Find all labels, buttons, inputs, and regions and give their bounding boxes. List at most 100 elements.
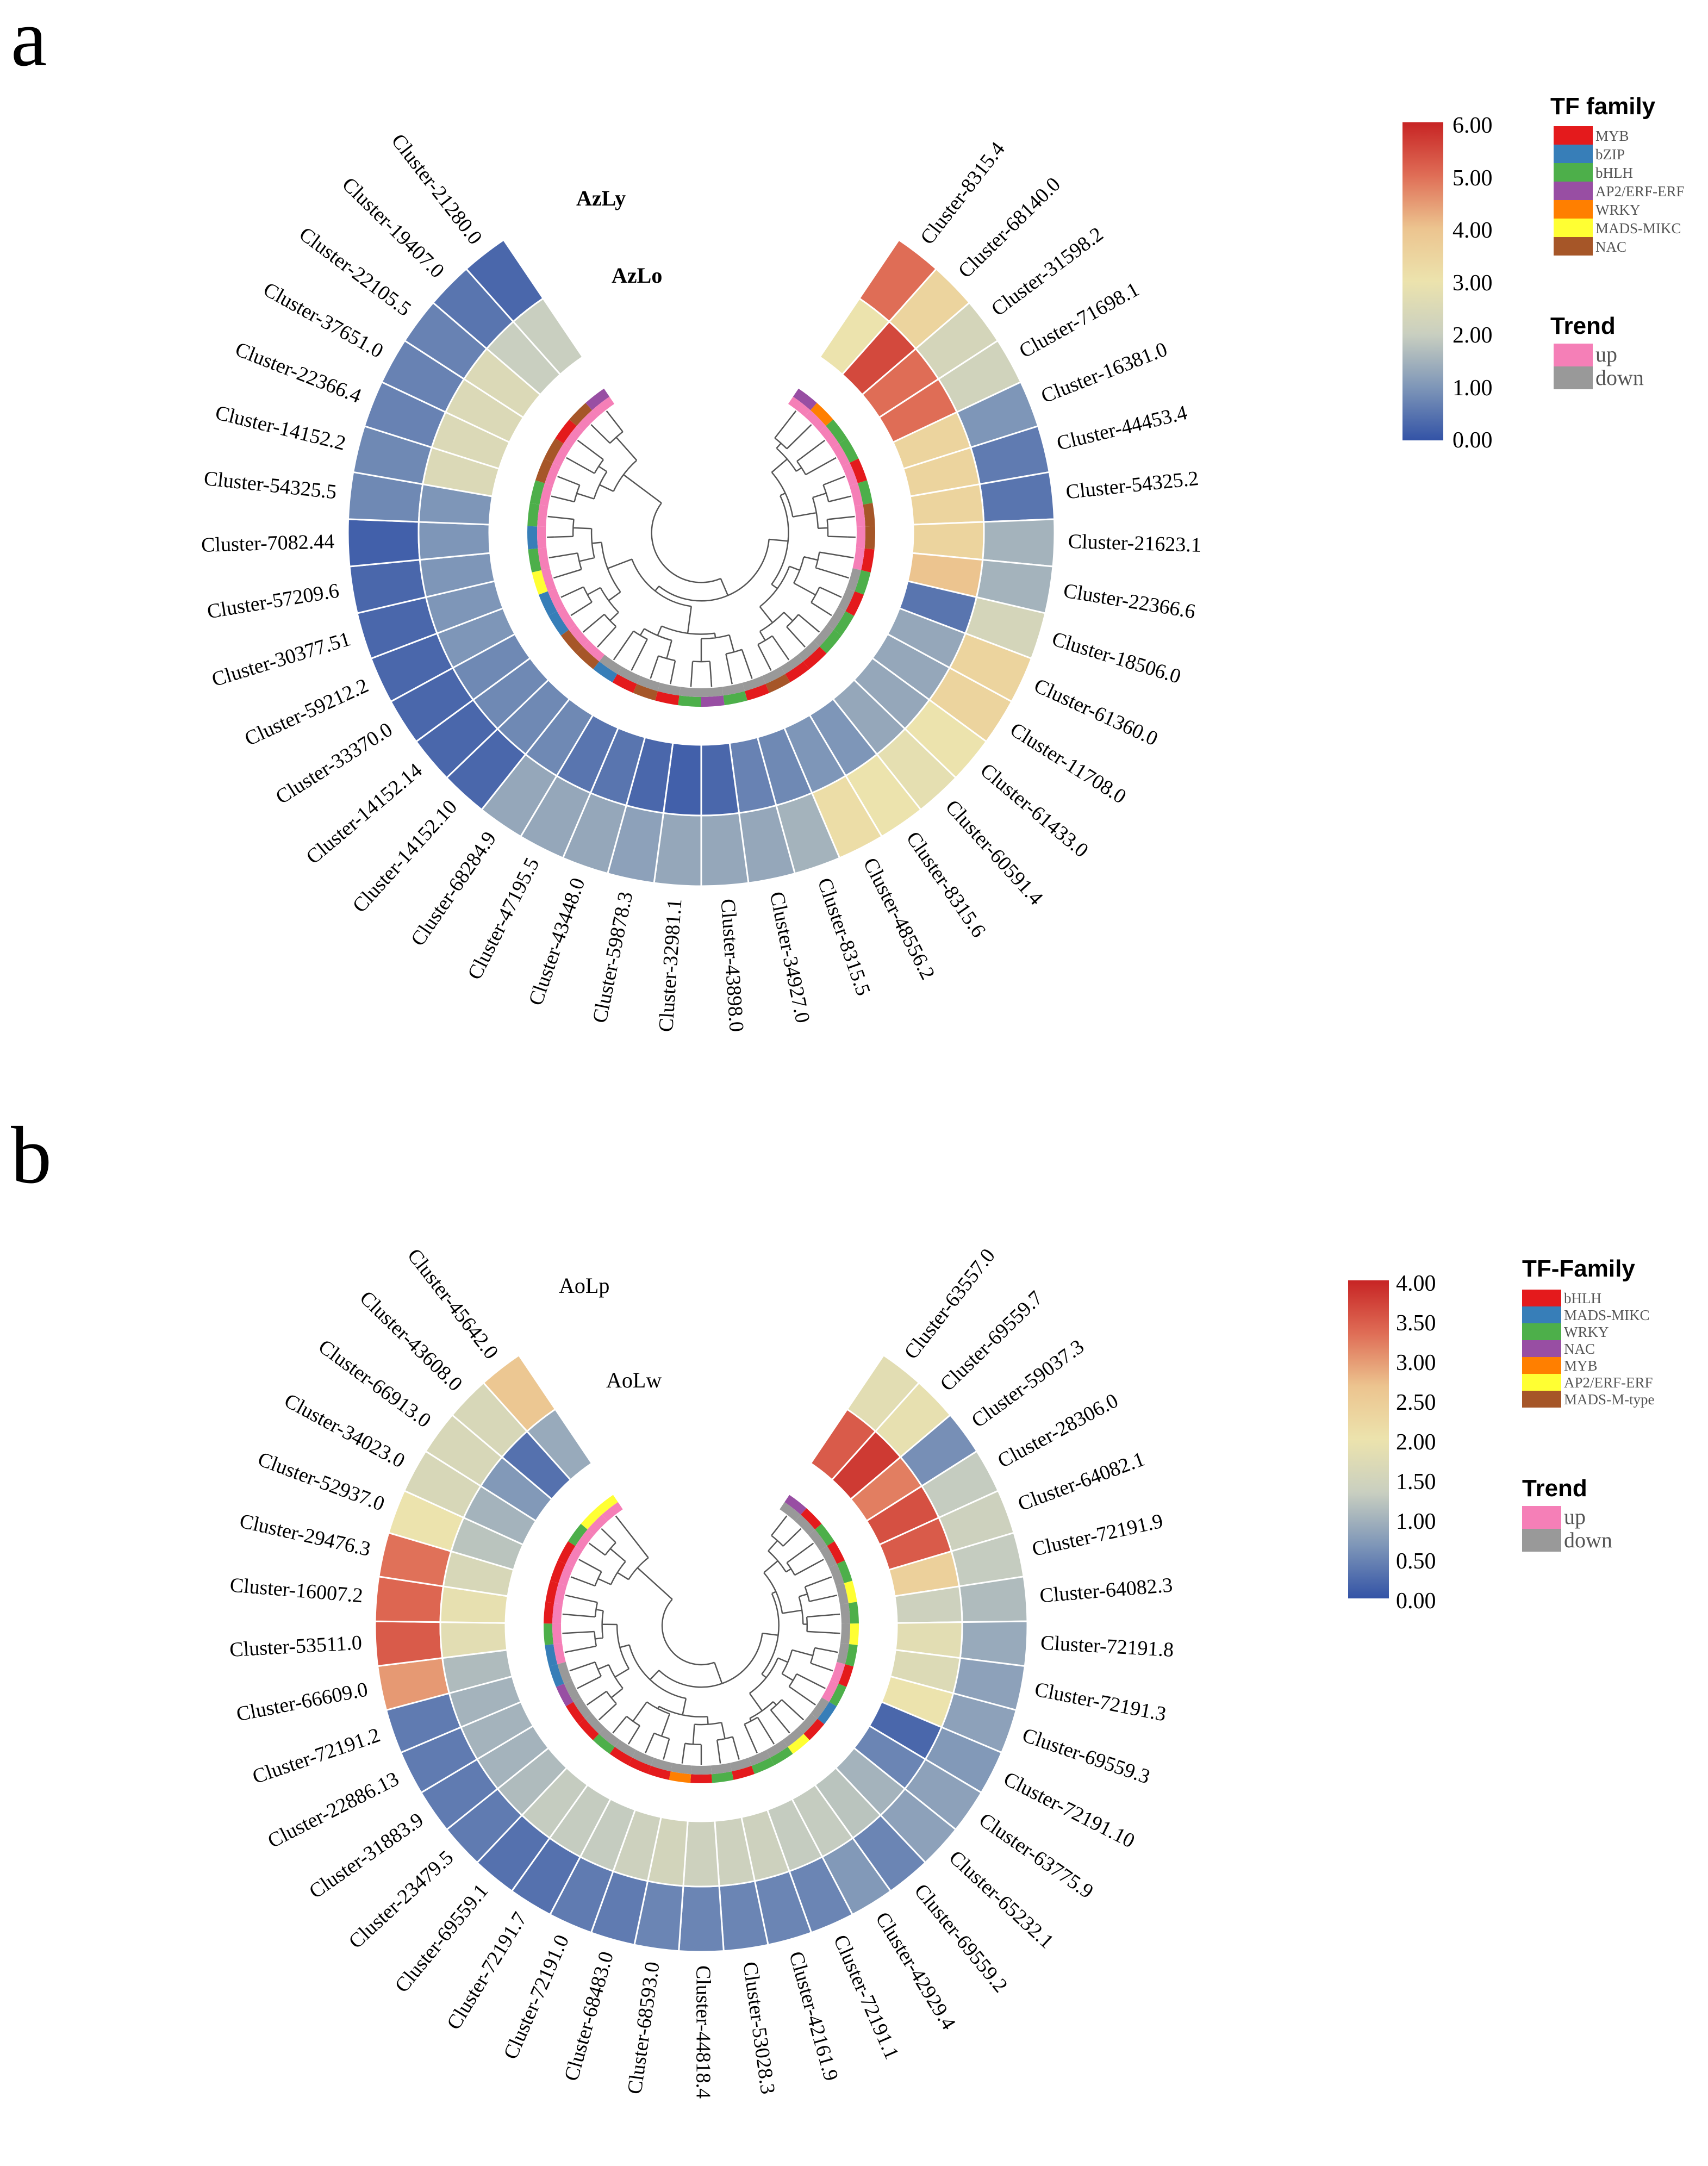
family-ring-cell [849, 1623, 859, 1646]
family-ring-cell [701, 695, 725, 707]
panel-b-trend-legend: Trend up down [1522, 1475, 1612, 1552]
family-ring-cell [784, 1495, 807, 1515]
legend-label-nac: NAC [1564, 1341, 1595, 1357]
trend-ring-cell [637, 676, 660, 692]
trend-ring-cell [545, 463, 561, 486]
trend-ring-cell [563, 426, 583, 449]
legend-swatch-down [1554, 366, 1593, 389]
panel-a-row-label-2: AzLo [612, 263, 662, 288]
family-ring-cell [745, 683, 770, 701]
heat-cell-row2 [512, 297, 584, 376]
trend-ring-cell [564, 1680, 581, 1702]
trend-ring-cell [537, 526, 547, 549]
trend-ring-cell [617, 666, 641, 684]
family-ring-cell [655, 691, 680, 706]
panel-b-colorbar-gradient [1348, 1280, 1389, 1598]
panel-a-colorbar-tick: 2.00 [1453, 323, 1493, 348]
dendrogram-leaf-ticks [547, 410, 856, 687]
family-ring-cell [678, 695, 701, 707]
trend-ring-cell [614, 1740, 637, 1758]
family-ring-cell [565, 1702, 585, 1725]
trend-ring-cell [599, 1727, 620, 1747]
family-ring-cell [711, 1771, 734, 1783]
panel-a-colorbar-tick: 3.00 [1453, 271, 1493, 296]
panel-b-family-legend-title: TF-Family [1522, 1255, 1635, 1282]
family-ring-cell [732, 1765, 755, 1780]
panel-label-b: b [11, 1110, 52, 1200]
legend-swatch-ap2-erf [1554, 182, 1593, 200]
legend-label-ap2-erf: AP2/ERF-ERF [1564, 1374, 1653, 1391]
family-ring-cell [569, 403, 593, 426]
trend-ring-cell [632, 1750, 654, 1766]
panel-a-colorbar-gradient [1402, 122, 1443, 440]
cluster-label: Cluster-32981.1 [654, 898, 686, 1032]
family-ring-cell [548, 611, 569, 636]
trend-ring-cell [742, 676, 766, 692]
cluster-label: Cluster-72191.8 [1040, 1632, 1174, 1662]
cluster-label: Cluster-53028.3 [738, 1960, 779, 2096]
trend-ring-cell [557, 1661, 572, 1684]
panel-a-colorbar-tick: 1.00 [1453, 376, 1493, 401]
legend-label-wrky: WRKY [1595, 202, 1641, 218]
panel-a-colorbar: 6.00 5.00 4.00 3.00 2.00 1.00 0.00 [1402, 113, 1493, 453]
family-ring-cell [669, 1771, 691, 1783]
trend-ring-cell [819, 426, 839, 449]
family-ring-cell [648, 1765, 671, 1780]
trend-ring-cell [846, 568, 862, 592]
panel-b: b Cluster-63557.0Cluster-69559.7Cluster-… [11, 1110, 1655, 2099]
trend-ring-cell [651, 1757, 673, 1772]
heat-cell-row1 [347, 518, 421, 568]
panel-b-heatmap [374, 1354, 1028, 1953]
trend-ring-cell [575, 1529, 594, 1551]
cluster-label: Cluster-22366.4 [232, 338, 365, 408]
cluster-label: Cluster-7082.44 [201, 530, 335, 557]
trend-ring-cell [826, 607, 846, 630]
family-ring-cell [850, 458, 868, 483]
family-ring-cell [633, 683, 658, 701]
panel-b-colorbar-tick: 2.50 [1396, 1390, 1436, 1415]
trend-ring-cell [808, 1529, 827, 1551]
cluster-label: Cluster-14152.2 [213, 401, 348, 455]
trend-ring-cell [679, 687, 701, 697]
legend-label-up: up [1564, 1504, 1586, 1529]
panel-b-colorbar-tick: 0.50 [1396, 1549, 1436, 1574]
trend-ring-cell [691, 1765, 712, 1775]
family-ring-cell [544, 438, 564, 463]
family-ring-cell [593, 1734, 615, 1754]
panel-a-colorbar-tick: 0.00 [1453, 428, 1493, 453]
legend-swatch-up [1522, 1506, 1561, 1529]
family-ring-cell [817, 1702, 837, 1725]
panel-b-row-label-2: AoLw [606, 1368, 662, 1392]
cluster-label: Cluster-22366.6 [1062, 579, 1197, 623]
legend-swatch-bzip [1554, 145, 1593, 163]
trend-ring-cell [722, 682, 745, 696]
trend-ring-cell [797, 1713, 818, 1734]
legend-label-bhlh: bHLH [1595, 165, 1633, 181]
trend-ring-cell [576, 410, 598, 432]
legend-label-myb: MYB [1595, 128, 1629, 144]
legend-swatch-up [1554, 344, 1593, 366]
trend-ring-cell [856, 526, 865, 549]
cluster-label: Cluster-68483.0 [560, 1949, 618, 2083]
family-ring-cell [844, 1580, 857, 1603]
dendrogram-branches [569, 1520, 834, 1758]
legend-label-down: down [1595, 365, 1644, 390]
cluster-label: Cluster-30377.51 [209, 627, 353, 691]
trend-ring-cell [541, 568, 556, 592]
cluster-label: Cluster-72191.2 [250, 1723, 383, 1788]
legend-label-down: down [1564, 1528, 1612, 1552]
cluster-label: Cluster-18506.0 [1049, 627, 1183, 688]
family-ring-cell [527, 503, 540, 527]
family-ring-cell [770, 1747, 793, 1765]
family-ring-cell [819, 630, 842, 653]
cluster-label: Cluster-66609.0 [234, 1678, 370, 1726]
trend-ring-cell [710, 1763, 732, 1775]
legend-swatch-wrky [1554, 200, 1593, 219]
legend-swatch-bhlh [1554, 163, 1593, 182]
cluster-label: Cluster-16381.0 [1038, 338, 1170, 408]
trend-ring-cell [849, 483, 863, 506]
cluster-label: Cluster-64082.3 [1039, 1573, 1174, 1607]
trend-ring-cell [795, 1515, 815, 1535]
panel-b-colorbar: 4.00 3.50 3.00 2.50 2.00 1.50 1.00 0.50 … [1348, 1271, 1436, 1614]
trend-ring-cell [749, 1750, 771, 1766]
